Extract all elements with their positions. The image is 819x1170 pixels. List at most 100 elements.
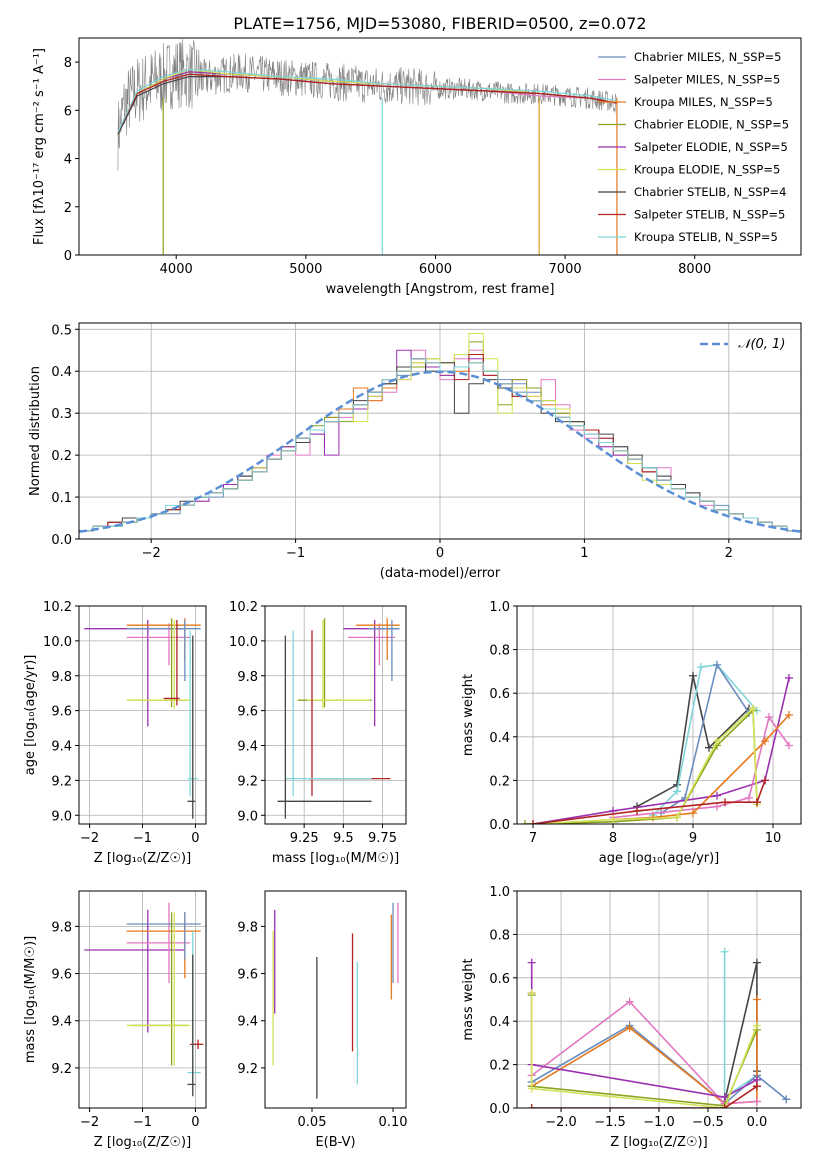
y-tick-label: 9.4 bbox=[51, 1015, 72, 1030]
legend-label: Chabrier ELODIE, N_SSP=5 bbox=[634, 118, 789, 132]
y-tick-label: 0 bbox=[64, 249, 72, 264]
figure-title: PLATE=1756, MJD=53080, FIBERID=0500, z=0… bbox=[233, 14, 646, 33]
errorbar-point bbox=[355, 618, 400, 661]
x-tick-label: −2.0 bbox=[545, 1115, 577, 1130]
legend-label: Kroupa MILES, N_SSP=5 bbox=[634, 95, 773, 109]
y-tick-label: 9.8 bbox=[51, 670, 72, 685]
x-tick-label: 9.25 bbox=[290, 831, 319, 846]
x-axis-label: Z [log₁₀(Z/Z☉)] bbox=[94, 1135, 191, 1150]
legend-label: Chabrier STELIB, N_SSP=4 bbox=[634, 185, 786, 199]
y-tick-label: 10.0 bbox=[43, 635, 72, 650]
errorbar-point bbox=[277, 635, 372, 819]
y-tick-label: 9.6 bbox=[51, 705, 72, 720]
errorbar-point bbox=[187, 635, 196, 819]
axes-frame bbox=[264, 605, 407, 825]
y-tick-label: 0.3 bbox=[51, 407, 72, 422]
weight-marker bbox=[713, 737, 721, 746]
frame-residuals: −2 −1 0 1 2 0.0 0.1 0.2 0.3 0.4 0.5 (data-model)/er… bbox=[28, 322, 802, 581]
errorbars-age_vs_mass bbox=[277, 618, 400, 819]
legend-label: Salpeter MILES, N_SSP=5 bbox=[634, 73, 780, 87]
weight-marker bbox=[752, 958, 761, 967]
errorbar-point bbox=[126, 623, 191, 666]
x-tick-label: 7000 bbox=[549, 262, 582, 277]
errorbar-point bbox=[126, 902, 191, 983]
x-axis-label: (data-model)/error bbox=[380, 566, 501, 581]
spectrum-lines bbox=[117, 39, 618, 255]
legend-label: Salpeter STELIB, N_SSP=5 bbox=[634, 208, 785, 222]
gaussian-curve bbox=[79, 370, 801, 533]
weight-line bbox=[531, 1000, 757, 1105]
y-axis-label: mass weight bbox=[461, 674, 476, 756]
weight-marker bbox=[705, 743, 713, 752]
weight-marker bbox=[785, 673, 793, 682]
legend-label: Kroupa STELIB, N_SSP=5 bbox=[634, 230, 778, 244]
y-tick-label: 0.8 bbox=[489, 928, 510, 943]
y-tick-label: 4 bbox=[64, 153, 72, 168]
weight-marker bbox=[753, 798, 761, 807]
errorbar-point bbox=[307, 619, 370, 709]
weight-line bbox=[530, 962, 758, 1099]
x-tick-label: 0.0 bbox=[747, 1115, 768, 1130]
axes-age_vs_Z bbox=[79, 605, 206, 824]
x-tick-label: −2 bbox=[80, 831, 99, 846]
errorbar-point bbox=[126, 619, 201, 681]
weight-marker bbox=[527, 988, 536, 997]
errorbars-mass_vs_Z bbox=[84, 902, 204, 1097]
x-axis-label: E(B-V) bbox=[315, 1135, 355, 1150]
weight-marker bbox=[752, 1021, 761, 1030]
weight-marker bbox=[720, 947, 729, 956]
histogram-bars bbox=[79, 333, 801, 539]
y-tick-label: 0.4 bbox=[489, 1015, 510, 1030]
y-tick-label: 10.0 bbox=[229, 635, 258, 650]
errorbar-point bbox=[308, 630, 391, 797]
axes-frame bbox=[264, 890, 407, 1109]
weight-marker bbox=[625, 997, 634, 1006]
axes-frame bbox=[516, 605, 802, 825]
x-tick-label: 0 bbox=[436, 546, 444, 561]
x-tick-label: 0 bbox=[191, 1115, 199, 1130]
y-tick-label: 0.2 bbox=[489, 774, 510, 789]
y-axis-label: mass weight bbox=[461, 958, 476, 1040]
x-tick-label: 9.5 bbox=[333, 831, 354, 846]
y-tick-label: 0.5 bbox=[51, 323, 72, 338]
weight-marker bbox=[633, 806, 641, 815]
x-tick-label: 0.10 bbox=[379, 1115, 408, 1130]
frame-spectrum: 4000 5000 6000 7000 8000 0 2 4 6 8 wavelength [Ang… bbox=[32, 37, 802, 297]
y-tick-label: 0.1 bbox=[51, 491, 72, 506]
y-tick-label: 9.6 bbox=[51, 968, 72, 983]
errorbars-age_vs_Z bbox=[84, 618, 201, 819]
weight-line bbox=[532, 706, 758, 824]
weight-marker bbox=[689, 809, 697, 818]
frame-mass_vs_ebv: 0.05 0.10 9.2 9.4 9.6 9.8 E(B-V) bbox=[237, 890, 408, 1150]
y-tick-label: 0.8 bbox=[489, 644, 510, 659]
frame-age_vs_Z: −2 −1 0 9.0 9.2 9.4 9.6 9.8 10.0 10.2 Z [log₁₀(Z/Z… bbox=[23, 600, 207, 866]
x-tick-label: 6000 bbox=[419, 262, 452, 277]
weight-marker bbox=[527, 1104, 536, 1108]
errorbar-point bbox=[285, 630, 372, 797]
y-tick-label: 0.0 bbox=[51, 533, 72, 548]
observed-spectrum-line bbox=[117, 39, 617, 171]
y-axis-label: Normed distribution bbox=[28, 366, 43, 496]
errorbar-point bbox=[368, 619, 400, 681]
y-tick-label: 9.4 bbox=[51, 740, 72, 755]
y-tick-label: 9.4 bbox=[237, 740, 258, 755]
errorbar-point bbox=[190, 1039, 204, 1050]
x-tick-label: 0 bbox=[191, 831, 199, 846]
weight-line bbox=[531, 1085, 758, 1108]
weight-marker bbox=[720, 1093, 729, 1102]
y-axis-label: age [log₁₀(age/yr)] bbox=[23, 655, 38, 776]
y-tick-label: 9.6 bbox=[237, 968, 258, 983]
errorbar-point bbox=[297, 618, 372, 708]
y-tick-label: 0.2 bbox=[51, 449, 72, 464]
weight-lines-mass_weight_vs_Z bbox=[527, 947, 791, 1108]
weight-marker bbox=[527, 958, 536, 967]
x-tick-label: 7 bbox=[529, 831, 537, 846]
y-tick-label: 2 bbox=[64, 201, 72, 216]
errorbar-point bbox=[187, 954, 196, 1097]
model-spectrum-line bbox=[117, 73, 618, 133]
axes-mass_weight_vs_age bbox=[517, 605, 801, 825]
errorbar-point bbox=[348, 623, 396, 666]
x-tick-label: 5000 bbox=[289, 262, 322, 277]
axes-residuals bbox=[79, 323, 801, 540]
legend-label: Chabrier MILES, N_SSP=5 bbox=[634, 50, 781, 64]
